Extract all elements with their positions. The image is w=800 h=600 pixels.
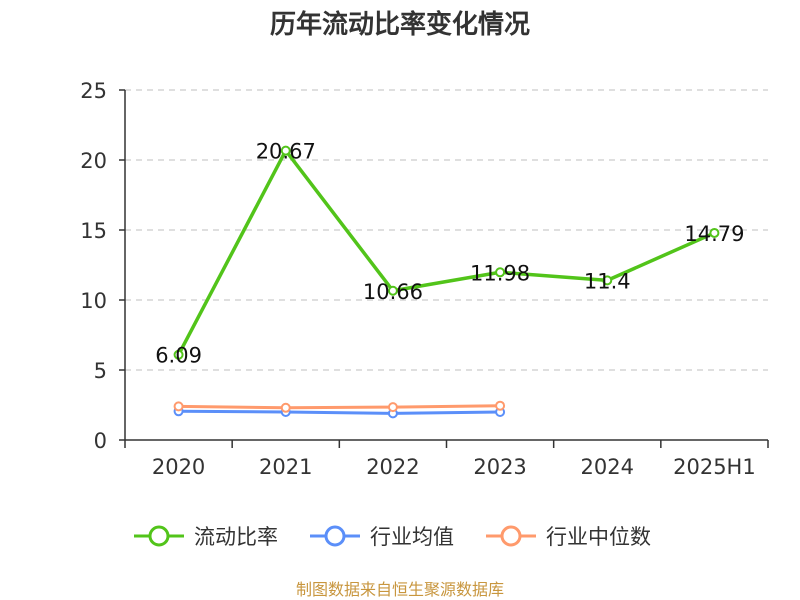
legend-marker-icon [486, 525, 536, 547]
data-point [495, 400, 506, 411]
data-point [495, 267, 506, 278]
legend-marker-icon [310, 525, 360, 547]
x-tick-label: 2020 [152, 455, 205, 479]
data-label: 11.4 [584, 269, 631, 293]
legend-item-industry-mean[interactable]: 行业均值 [310, 518, 454, 554]
data-point [387, 402, 398, 413]
data-labels: 6.09 20.67 10.66 11.98 11.4 14.79 [155, 140, 744, 368]
chart-title: 历年流动比率变化情况 [269, 10, 530, 40]
x-tick-label: 2025H1 [673, 455, 756, 479]
x-tick-label: 2021 [259, 455, 312, 479]
data-point [280, 402, 291, 413]
legend-label: 流动比率 [194, 525, 278, 549]
y-tick-label: 5 [94, 359, 107, 383]
series-line [177, 148, 716, 356]
axes: 0 5 10 15 20 25 2020 2021 2022 2023 2024 2025H1 [80, 79, 769, 479]
legend-item-current-ratio[interactable]: 流动比率 [134, 518, 278, 554]
x-tick-label: 2022 [366, 455, 419, 479]
legend-label: 行业中位数 [546, 525, 651, 549]
legend-item-industry-median[interactable]: 行业中位数 [486, 518, 651, 554]
data-label: 10.66 [363, 280, 423, 304]
legend-label: 行业均值 [370, 525, 454, 549]
data-label: 20.67 [256, 140, 316, 164]
y-tick-label: 20 [80, 149, 107, 173]
data-point [173, 401, 184, 412]
y-tick-label: 10 [80, 289, 107, 313]
legend: 流动比率 行业均值 行业中位数 [0, 518, 800, 558]
data-point [280, 145, 291, 156]
y-tick-label: 25 [80, 79, 107, 103]
y-tick-label: 0 [94, 429, 107, 453]
data-point [173, 349, 184, 360]
data-point [709, 227, 720, 238]
y-tick-label: 15 [80, 219, 107, 243]
x-tick-label: 2024 [581, 455, 634, 479]
series-line [178, 409, 501, 415]
data-label: 14.79 [684, 222, 744, 246]
source-note: 制图数据来自恒生聚源数据库 [295, 580, 504, 599]
data-label: 6.09 [155, 344, 202, 368]
data-point [602, 275, 613, 286]
x-tick-label: 2023 [473, 455, 526, 479]
data-label: 11.98 [470, 261, 530, 285]
grid-lines [125, 89, 768, 371]
series-lines [177, 148, 716, 415]
data-point [387, 285, 398, 296]
series-line [178, 404, 501, 410]
legend-marker-icon [134, 525, 184, 547]
data-points [173, 145, 720, 419]
